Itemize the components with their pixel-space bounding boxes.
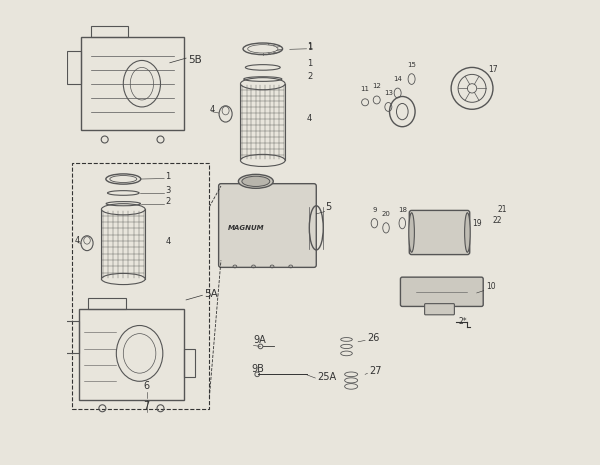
FancyBboxPatch shape [400, 277, 483, 306]
FancyBboxPatch shape [409, 210, 470, 255]
Bar [72, 163, 209, 409]
Ellipse shape [242, 176, 270, 186]
Text: 27: 27 [370, 366, 382, 376]
FancyBboxPatch shape [425, 304, 454, 315]
Text: 3: 3 [165, 186, 170, 195]
Text: 4: 4 [209, 105, 215, 113]
Text: 13: 13 [384, 90, 393, 96]
Bar [82, 37, 184, 130]
Text: 10: 10 [486, 282, 496, 291]
Text: 2: 2 [307, 72, 312, 81]
Ellipse shape [464, 213, 470, 252]
Text: 5B: 5B [188, 55, 202, 66]
Bar [67, 51, 82, 84]
Text: 4: 4 [74, 236, 80, 245]
Text: 1: 1 [307, 42, 312, 51]
Text: 1: 1 [165, 172, 170, 180]
Text: 4: 4 [307, 114, 312, 123]
Text: 5: 5 [326, 202, 332, 212]
Text: 9A: 9A [254, 335, 266, 345]
Bar [184, 349, 196, 377]
Text: 21: 21 [497, 205, 507, 213]
Text: 9: 9 [372, 206, 377, 213]
Text: 7: 7 [143, 401, 149, 411]
Text: 12: 12 [372, 83, 381, 89]
Text: 1: 1 [307, 43, 312, 52]
Text: 17: 17 [488, 65, 498, 74]
Ellipse shape [409, 213, 415, 252]
Text: 14: 14 [393, 76, 402, 82]
Text: 4: 4 [165, 237, 170, 246]
Bar [91, 26, 128, 37]
FancyBboxPatch shape [218, 184, 316, 267]
Text: 1: 1 [307, 60, 312, 68]
Text: MAGNUM: MAGNUM [228, 225, 265, 231]
Text: 2*: 2* [458, 317, 467, 326]
Bar [88, 298, 125, 309]
Text: 15: 15 [407, 62, 416, 68]
Text: 2: 2 [165, 197, 170, 206]
Text: 6: 6 [143, 381, 149, 391]
Text: 18: 18 [398, 206, 407, 213]
Text: 11: 11 [361, 86, 370, 92]
Text: 22: 22 [493, 216, 502, 225]
Text: 20: 20 [382, 211, 391, 217]
Text: 9B: 9B [251, 364, 264, 374]
Bar [65, 321, 79, 353]
Bar [79, 309, 184, 400]
Text: 26: 26 [367, 333, 380, 343]
Text: 5A: 5A [205, 289, 218, 299]
Ellipse shape [238, 174, 273, 188]
Text: 25A: 25A [317, 372, 337, 382]
Text: 19: 19 [472, 219, 482, 227]
